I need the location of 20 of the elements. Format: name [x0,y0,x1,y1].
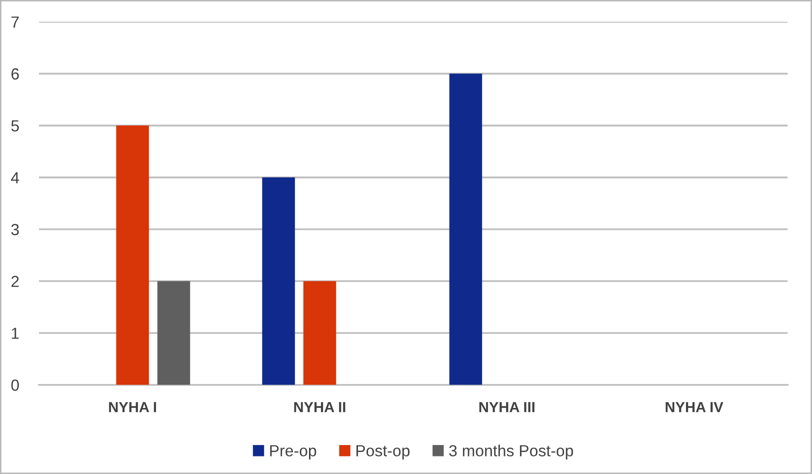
bar [157,281,190,385]
y-tick-label: 7 [11,16,19,28]
y-tick-label: 1 [12,328,19,339]
y-tick-label: 0 [11,380,19,391]
x-tick-label: NYHA IV [666,402,724,412]
y-tick-label: 5 [11,120,19,132]
legend-label: Post-op [356,445,410,460]
x-tick-label: NYHA II [294,402,346,412]
bar [303,281,336,385]
bar [116,126,149,385]
legend-label: 3 months Post-op [449,444,574,460]
bar [449,74,482,385]
x-tick-label: NYHA I [109,402,156,412]
y-tick-label: 6 [11,68,19,80]
bar [262,177,295,385]
y-tick-label: 4 [11,172,20,184]
y-tick-label: 2 [11,276,19,287]
y-tick-label: 3 [11,224,19,236]
legend-label: Pre-op [270,445,316,460]
x-tick-label: NYHA III [479,402,534,412]
